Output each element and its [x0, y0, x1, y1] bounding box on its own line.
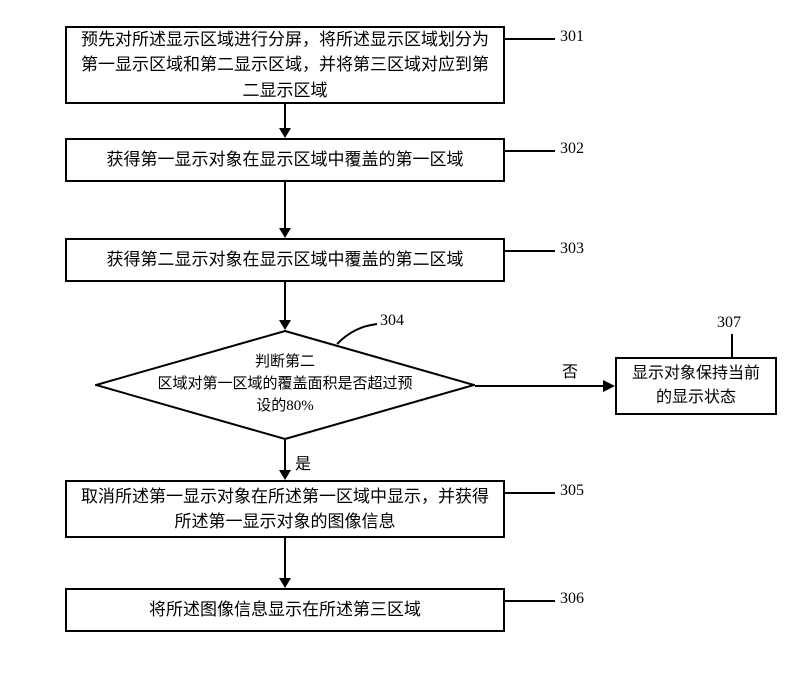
node-307-text: 显示对象保持当前的显示状态	[627, 362, 765, 410]
node-307: 显示对象保持当前的显示状态	[615, 357, 777, 415]
flowchart-canvas: 预先对所述显示区域进行分屏，将所述显示区域划分为第一显示区域和第二显示区域，并将…	[0, 0, 800, 697]
arrow-304-305	[275, 440, 295, 480]
leader-306	[505, 600, 555, 602]
label-302: 302	[560, 140, 584, 158]
label-306: 306	[560, 590, 584, 608]
node-301: 预先对所述显示区域进行分屏，将所述显示区域划分为第一显示区域和第二显示区域，并将…	[65, 26, 505, 104]
node-304-text: 判断第二 区域对第一区域的覆盖面积是否超过预 设的80%	[95, 352, 475, 417]
leader-304	[337, 322, 377, 346]
node-305-text: 取消所述第一显示对象在所述第一区域中显示，并获得所述第一显示对象的图像信息	[77, 484, 493, 535]
arrow-305-306	[275, 538, 295, 588]
label-301: 301	[560, 28, 584, 46]
arrow-301-302	[275, 104, 295, 138]
leader-305	[505, 492, 555, 494]
leader-302	[505, 150, 555, 152]
leader-307	[731, 334, 733, 358]
arrow-304-307	[475, 378, 615, 394]
node-304: 判断第二 区域对第一区域的覆盖面积是否超过预 设的80%	[95, 330, 475, 440]
label-307: 307	[717, 314, 741, 332]
label-305: 305	[560, 482, 584, 500]
node-303: 获得第二显示对象在显示区域中覆盖的第二区域	[65, 238, 505, 282]
leader-301	[505, 38, 555, 40]
node-306-text: 将所述图像信息显示在所述第三区域	[149, 597, 421, 623]
arrow-302-303	[275, 182, 295, 238]
arrow-303-304	[275, 282, 295, 330]
node-303-text: 获得第二显示对象在显示区域中覆盖的第二区域	[107, 247, 464, 273]
node-302-text: 获得第一显示对象在显示区域中覆盖的第一区域	[107, 147, 464, 173]
node-302: 获得第一显示对象在显示区域中覆盖的第一区域	[65, 138, 505, 182]
node-305: 取消所述第一显示对象在所述第一区域中显示，并获得所述第一显示对象的图像信息	[65, 480, 505, 538]
node-301-text: 预先对所述显示区域进行分屏，将所述显示区域划分为第一显示区域和第二显示区域，并将…	[77, 27, 493, 104]
label-304: 304	[380, 312, 404, 330]
leader-303	[505, 250, 555, 252]
edge-no-label: 否	[562, 358, 578, 382]
edge-yes-label: 是	[295, 450, 311, 474]
node-306: 将所述图像信息显示在所述第三区域	[65, 588, 505, 632]
label-303: 303	[560, 240, 584, 258]
